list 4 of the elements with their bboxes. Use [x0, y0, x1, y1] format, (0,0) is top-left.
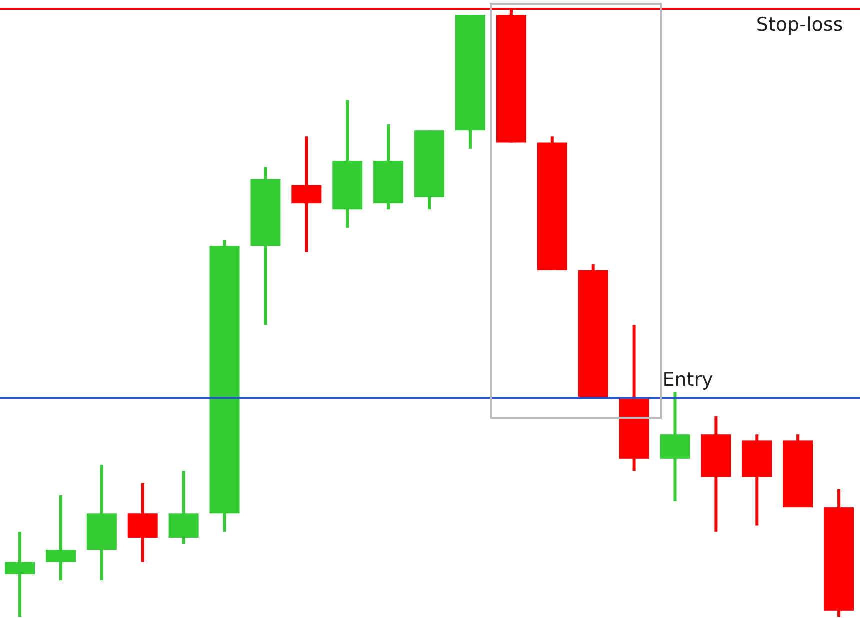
candlestick	[46, 495, 76, 581]
candlestick	[5, 532, 35, 617]
ref-line-label: Stop-loss	[756, 14, 844, 36]
ref-line-label: Entry	[662, 369, 714, 392]
